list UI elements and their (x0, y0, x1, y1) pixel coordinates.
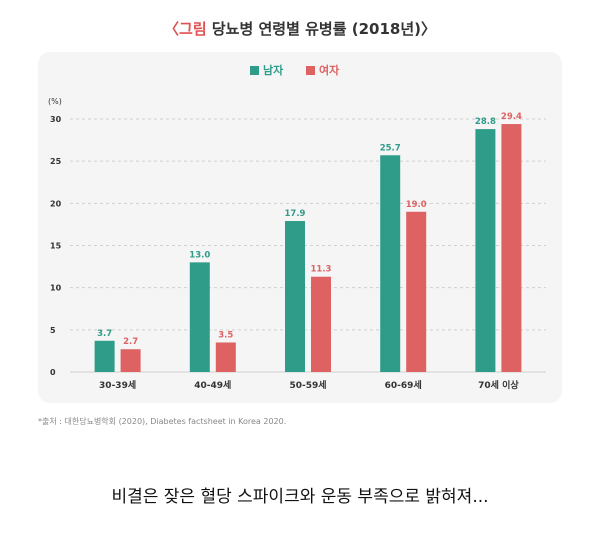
data-label: 17.9 (285, 209, 306, 219)
y-unit-label: (%) (48, 97, 62, 106)
legend-male-label: 남자 (263, 63, 284, 77)
bar-male (475, 129, 496, 372)
y-tick-label: 15 (50, 242, 62, 251)
chart-title: 〈그림 당뇨병 연령별 유병률 (2018년)〉 (0, 18, 600, 39)
x-tick-label: 30-39세 (99, 379, 136, 391)
legend-female-swatch (306, 66, 315, 75)
title-main: 당뇨병 연령별 유병률 (2018년)〉 (206, 20, 436, 38)
y-tick-label: 20 (50, 199, 62, 208)
data-label: 13.0 (189, 250, 210, 260)
bar-female (406, 211, 427, 372)
legend-female-label: 여자 (319, 63, 340, 77)
y-tick-label: 25 (50, 157, 62, 166)
data-label: 3.5 (218, 330, 233, 340)
title-accent: 〈그림 (164, 20, 207, 38)
y-tick-label: 10 (50, 284, 62, 293)
bar-female (120, 349, 141, 372)
x-tick-label: 40-49세 (194, 379, 231, 391)
data-label: 25.7 (380, 143, 401, 153)
data-label: 2.7 (123, 337, 138, 347)
bar-male (380, 155, 401, 372)
data-label: 28.8 (475, 117, 496, 127)
x-tick-label: 70세 이상 (478, 379, 519, 391)
y-tick-label: 30 (50, 115, 62, 124)
x-tick-label: 60-69세 (385, 379, 422, 391)
data-label: 11.3 (311, 265, 332, 275)
bar-female (311, 276, 331, 372)
chart-card: 남자 여자 (%) 0 5 10 15 20 25 30 3.7 2.7 30-39세 13.0 3.5 40… (38, 52, 562, 403)
bar-female (501, 124, 522, 372)
legend-male-swatch (250, 66, 259, 75)
data-label: 29.4 (501, 112, 522, 122)
bar-male (189, 262, 210, 372)
source-note: *출처 : 대한당뇨병학회 (2020), Diabetes factsheet… (38, 417, 287, 426)
bar-female (215, 342, 236, 372)
y-tick-label: 0 (50, 368, 56, 377)
data-label: 19.0 (406, 200, 427, 210)
bar-male (285, 221, 305, 372)
caption: 비결은 잦은 혈당 스파이크와 운동 부족으로 밝혀져... (111, 487, 489, 507)
y-tick-label: 5 (50, 326, 56, 335)
x-tick-label: 50-59세 (289, 379, 326, 391)
data-label: 3.7 (97, 329, 112, 339)
chart: 남자 여자 (%) 0 5 10 15 20 25 30 3.7 2.7 30-39세 13.0 3.5 40… (48, 63, 546, 391)
bar-male (94, 340, 115, 372)
